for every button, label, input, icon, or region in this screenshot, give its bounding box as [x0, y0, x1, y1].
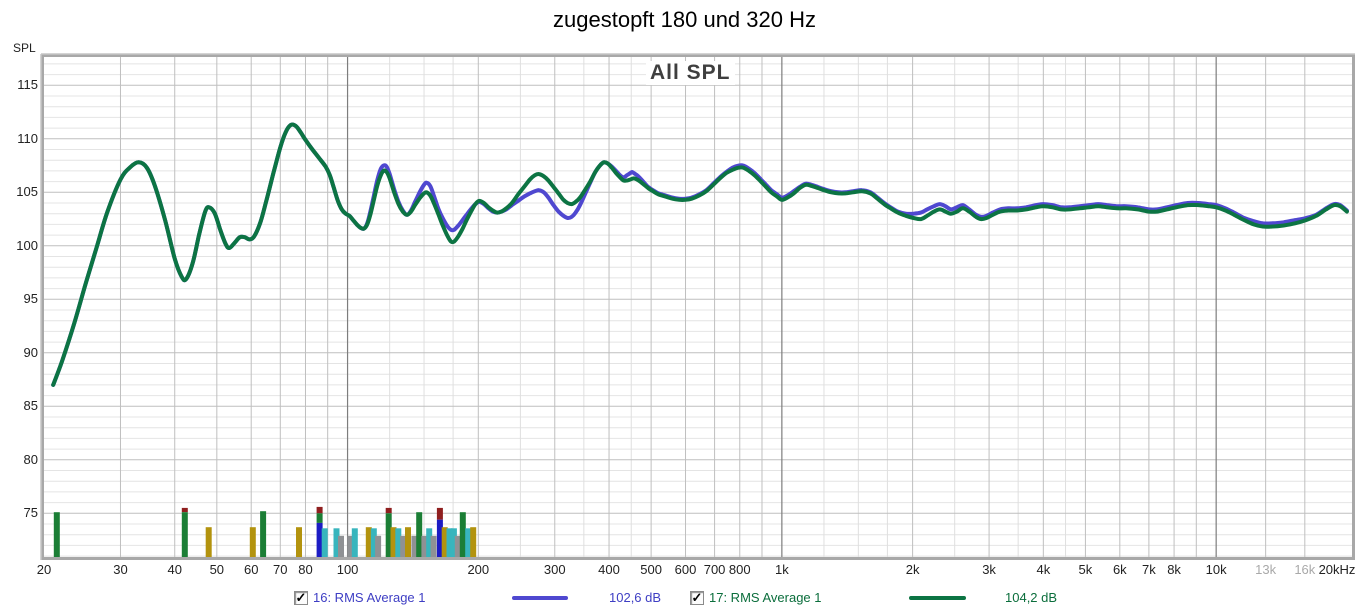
graph-type-label: All SPL	[646, 61, 735, 85]
legend-value-17: 104,2 dB	[1005, 590, 1058, 605]
x-tick-label: 8k	[1167, 562, 1181, 577]
x-tick-label: 5k	[1078, 562, 1093, 577]
marker-bar	[390, 527, 397, 557]
y-tick-label: 90	[23, 344, 38, 360]
marker-bar	[365, 527, 372, 557]
x-tick-label: 3k	[982, 562, 996, 577]
marker-bar	[249, 527, 256, 557]
x-tick-label: 700	[703, 562, 726, 577]
legend-label-17[interactable]: 17: RMS Average 1	[709, 590, 822, 605]
x-tick-label: 100	[336, 562, 359, 577]
marker-bar	[347, 535, 354, 557]
marker-bar	[436, 519, 443, 557]
marker-bar	[426, 528, 433, 557]
marker-bar	[446, 528, 453, 557]
x-tick-label: 500	[640, 562, 662, 577]
marker-bar	[321, 528, 328, 557]
legend-value-16: 102,6 dB	[609, 590, 662, 605]
marker-bar	[181, 507, 188, 513]
marker-bar	[436, 507, 443, 520]
y-tick-label: 110	[17, 130, 38, 146]
marker-bar	[351, 528, 358, 557]
y-tick-label: 85	[23, 398, 38, 414]
plot-background	[44, 57, 1352, 557]
plot-area	[44, 57, 1352, 557]
x-tick-label: 6k	[1112, 562, 1127, 577]
marker-bar	[375, 535, 382, 557]
x-tick-label: 200	[467, 562, 490, 577]
x-tick-label: 400	[598, 562, 620, 577]
marker-bar	[316, 522, 323, 557]
marker-bar	[370, 528, 377, 557]
x-tick-label: 80	[298, 562, 313, 577]
legend-checkbox-16[interactable]: ✓	[294, 590, 308, 605]
plot-frame	[41, 54, 1355, 560]
legend-line-swatch-16	[512, 596, 568, 600]
marker-bar	[411, 535, 418, 557]
gridlines	[44, 57, 1352, 557]
legend-line-swatch-17	[909, 596, 966, 600]
marker-bar	[296, 527, 302, 557]
x-tick-label: 50	[209, 562, 225, 577]
x-tick-label: 1k	[774, 562, 789, 577]
x-tick-label: 7k	[1142, 562, 1156, 577]
marker-bar	[338, 535, 344, 557]
marker-bar	[395, 528, 402, 557]
marker-bar	[441, 527, 448, 557]
marker-bar	[465, 528, 472, 557]
marker-bar	[205, 527, 212, 557]
marker-bar	[450, 528, 457, 557]
x-tick-label: 20	[36, 562, 52, 577]
x-tick-label: 800	[728, 562, 751, 577]
x-tick-label: 300	[543, 562, 566, 577]
x-tick-label: 40	[167, 562, 182, 577]
marker-bar	[459, 512, 466, 557]
marker-bar	[316, 513, 323, 523]
y-tick-label: 80	[23, 451, 38, 467]
marker-bar	[260, 511, 267, 557]
y-tick-label: 100	[16, 237, 38, 253]
marker-bar	[421, 535, 428, 557]
x-tick-label: 60	[243, 562, 259, 577]
marker-bar	[333, 528, 340, 557]
x-tick-label: 70	[273, 562, 288, 577]
y-tick-label: 95	[23, 291, 38, 307]
x-tick-label: 20kHz	[1318, 562, 1356, 577]
page-title: zugestopft 180 und 320 Hz	[553, 7, 816, 32]
legend-checkbox-17[interactable]: ✓	[690, 590, 704, 605]
marker-bar	[385, 507, 392, 514]
marker-bar	[405, 527, 411, 557]
marker-bar	[181, 512, 188, 557]
y-tick-label: 105	[16, 184, 38, 200]
marker-bar	[470, 527, 477, 557]
x-tick-label: 30	[113, 562, 128, 577]
legend-label-16[interactable]: 16: RMS Average 1	[313, 590, 426, 605]
legend: ✓ 16: RMS Average 1 102,6 dB ✓ 17: RMS A…	[0, 589, 1369, 609]
marker-bar	[430, 535, 437, 557]
marker-bar	[385, 513, 392, 557]
marker-bar	[454, 535, 461, 557]
y-axis-title: SPL	[13, 41, 36, 55]
x-tick-label: 10k	[1205, 562, 1227, 577]
marker-bars	[53, 506, 477, 557]
x-tick-label: 4k	[1036, 562, 1051, 577]
marker-bar	[53, 512, 60, 557]
marker-bar	[400, 535, 407, 557]
marker-bar	[416, 512, 423, 557]
spl-curve-17	[51, 122, 1349, 387]
x-tick-label: 16k	[1294, 562, 1316, 577]
x-tick-label: 600	[674, 562, 697, 577]
x-tick-label: 13k	[1255, 562, 1277, 577]
y-tick-label: 115	[17, 77, 38, 93]
x-tick-label: 2k	[905, 562, 920, 577]
marker-bar	[316, 506, 323, 514]
y-tick-label: 75	[23, 505, 38, 521]
